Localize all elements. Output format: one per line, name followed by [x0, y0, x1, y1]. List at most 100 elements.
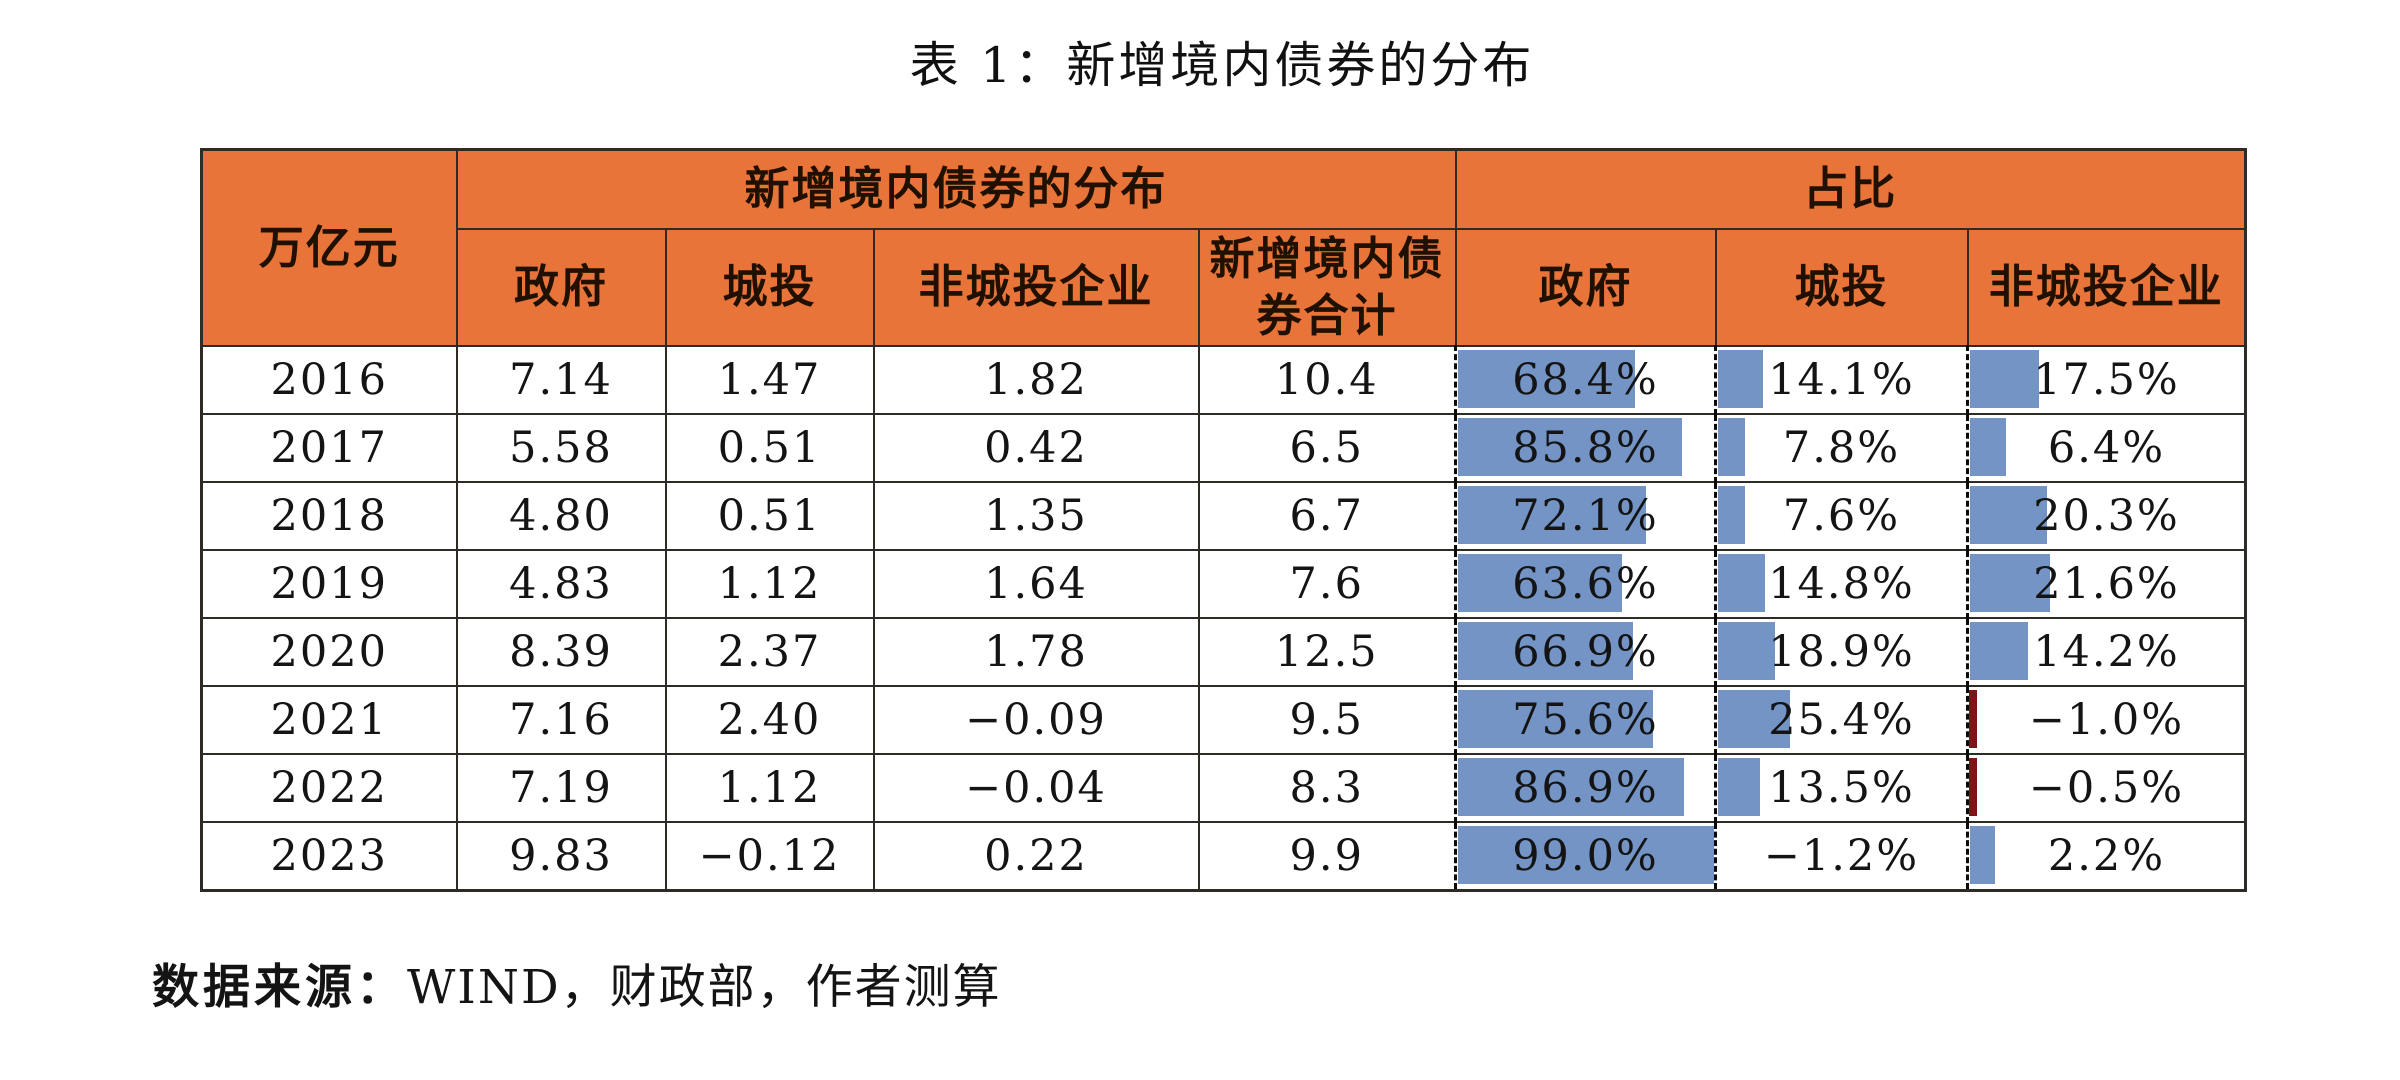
- ratio-cell: 14.1%: [1714, 345, 1969, 415]
- table-row: 2021 7.16 2.40 −0.09 9.5 75.6% 25.4% −1.0%: [200, 685, 2247, 755]
- ratio-label: 14.1%: [1768, 355, 1915, 405]
- data-bar: [1458, 690, 1654, 748]
- col-header-ratio-nonchengtou: 非城投企业: [1966, 228, 2247, 347]
- data-bar: [1970, 486, 2047, 544]
- data-bar: [1718, 418, 1746, 476]
- ratio-cell: 66.9%: [1454, 617, 1717, 687]
- value-cell: 2.40: [664, 685, 875, 755]
- value-cell: 1.12: [664, 753, 875, 823]
- ratio-cell: 63.6%: [1454, 549, 1717, 619]
- year-cell: 2017: [200, 413, 458, 483]
- header-group-row: 万亿元 新增境内债券的分布 占比: [200, 148, 2247, 347]
- data-bar: [1970, 350, 2039, 408]
- ratio-cell: 86.9%: [1454, 753, 1717, 823]
- ratio-label: 14.2%: [2033, 627, 2180, 677]
- ratio-cell: 99.0%: [1454, 821, 1717, 892]
- negative-data-bar: [1970, 690, 1977, 748]
- ratio-label: 17.5%: [2033, 355, 2180, 405]
- data-bar: [1458, 826, 1714, 884]
- data-bar: [1970, 418, 2006, 476]
- value-cell: 1.47: [664, 345, 875, 415]
- table-row: 2023 9.83 −0.12 0.22 9.9 99.0% −1.2% 2.2%: [200, 821, 2247, 892]
- value-cell: 1.64: [872, 549, 1200, 619]
- ratio-label: 63.6%: [1512, 559, 1659, 609]
- ratio-cell: 14.8%: [1714, 549, 1969, 619]
- group-header-distribution: 新增境内债券的分布: [455, 148, 1457, 230]
- table-row: 2017 5.58 0.51 0.42 6.5 85.8% 7.8% 6.4%: [200, 413, 2247, 483]
- col-header-gov: 政府: [455, 228, 667, 347]
- table-row: 2019 4.83 1.12 1.64 7.6 63.6% 14.8% 21.6%: [200, 549, 2247, 619]
- ratio-cell: 25.4%: [1714, 685, 1969, 755]
- ratio-label: −0.5%: [2028, 763, 2185, 813]
- data-bar: [1458, 350, 1636, 408]
- ratio-cell: 75.6%: [1454, 685, 1717, 755]
- ratio-label: 68.4%: [1512, 355, 1659, 405]
- ratio-cell: 7.6%: [1714, 481, 1969, 551]
- ratio-label: 18.9%: [1768, 627, 1915, 677]
- data-bar: [1718, 690, 1791, 748]
- ratio-cell: 14.2%: [1966, 617, 2247, 687]
- ratio-cell: 18.9%: [1714, 617, 1969, 687]
- ratio-label: 99.0%: [1512, 831, 1659, 881]
- data-source-line: 数据来源：WIND，财政部，作者测算: [152, 948, 1002, 1017]
- ratio-label: 66.9%: [1512, 627, 1659, 677]
- value-cell: 8.39: [455, 617, 667, 687]
- data-bar: [1458, 486, 1646, 544]
- data-bar: [1458, 758, 1685, 816]
- table-row: 2022 7.19 1.12 −0.04 8.3 86.9% 13.5% −0.5%: [200, 753, 2247, 823]
- data-bar: [1458, 622, 1633, 680]
- ratio-cell: 7.8%: [1714, 413, 1969, 483]
- ratio-cell: −1.2%: [1714, 821, 1969, 892]
- value-cell: 7.16: [455, 685, 667, 755]
- ratio-cell: 21.6%: [1966, 549, 2247, 619]
- data-bar: [1718, 486, 1746, 544]
- table-row: 2020 8.39 2.37 1.78 12.5 66.9% 18.9% 14.2%: [200, 617, 2247, 687]
- table-body: 2016 7.14 1.47 1.82 10.4 68.4% 14.1% 17.5% 2017 5…: [200, 345, 2247, 892]
- table-row: 2018 4.80 0.51 1.35 6.7 72.1% 7.6% 20.3%: [200, 481, 2247, 551]
- data-bar: [1718, 350, 1763, 408]
- ratio-label: 13.5%: [1768, 763, 1915, 813]
- value-cell: 9.9: [1197, 821, 1457, 892]
- col-header-ratio-gov: 政府: [1454, 228, 1717, 347]
- col-header-total: 新增境内债券合计: [1197, 228, 1457, 347]
- data-source-label: 数据来源：: [152, 960, 407, 1015]
- year-cell: 2018: [200, 481, 458, 551]
- value-cell: −0.09: [872, 685, 1200, 755]
- bond-distribution-table: 万亿元 新增境内债券的分布 占比 政府 城投 非城投企业 新增境内债券合计 政府…: [200, 148, 2247, 892]
- ratio-cell: 68.4%: [1454, 345, 1717, 415]
- value-cell: −0.04: [872, 753, 1200, 823]
- ratio-label: 2.2%: [2047, 831, 2166, 881]
- year-cell: 2021: [200, 685, 458, 755]
- ratio-label: 14.8%: [1768, 559, 1915, 609]
- value-cell: 0.51: [664, 413, 875, 483]
- data-bar: [1718, 554, 1766, 612]
- value-cell: 6.5: [1197, 413, 1457, 483]
- value-cell: 7.6: [1197, 549, 1457, 619]
- data-bar: [1718, 758, 1761, 816]
- value-cell: 1.82: [872, 345, 1200, 415]
- data-bar: [1970, 622, 2028, 680]
- ratio-cell: 72.1%: [1454, 481, 1717, 551]
- value-cell: 4.80: [455, 481, 667, 551]
- data-bar: [1970, 826, 1995, 884]
- ratio-label: 6.4%: [2047, 423, 2166, 473]
- value-cell: 0.51: [664, 481, 875, 551]
- negative-data-bar: [1970, 758, 1977, 816]
- value-cell: 5.58: [455, 413, 667, 483]
- data-bar: [1458, 554, 1623, 612]
- ratio-label: 85.8%: [1512, 423, 1659, 473]
- header-sub-row: 政府 城投 非城投企业 新增境内债券合计 政府 城投 非城投企业: [202, 228, 2247, 347]
- ratio-cell: 20.3%: [1966, 481, 2247, 551]
- ratio-label: 21.6%: [2033, 559, 2180, 609]
- value-cell: 12.5: [1197, 617, 1457, 687]
- value-cell: −0.12: [664, 821, 875, 892]
- data-bar: [1970, 554, 2050, 612]
- col-header-ratio-chengtou: 城投: [1714, 228, 1969, 347]
- ratio-label: −1.2%: [1763, 831, 1920, 881]
- value-cell: 1.35: [872, 481, 1200, 551]
- year-cell: 2023: [200, 821, 458, 892]
- ratio-cell: 6.4%: [1966, 413, 2247, 483]
- value-cell: 0.42: [872, 413, 1200, 483]
- value-cell: 9.5: [1197, 685, 1457, 755]
- ratio-cell: 13.5%: [1714, 753, 1969, 823]
